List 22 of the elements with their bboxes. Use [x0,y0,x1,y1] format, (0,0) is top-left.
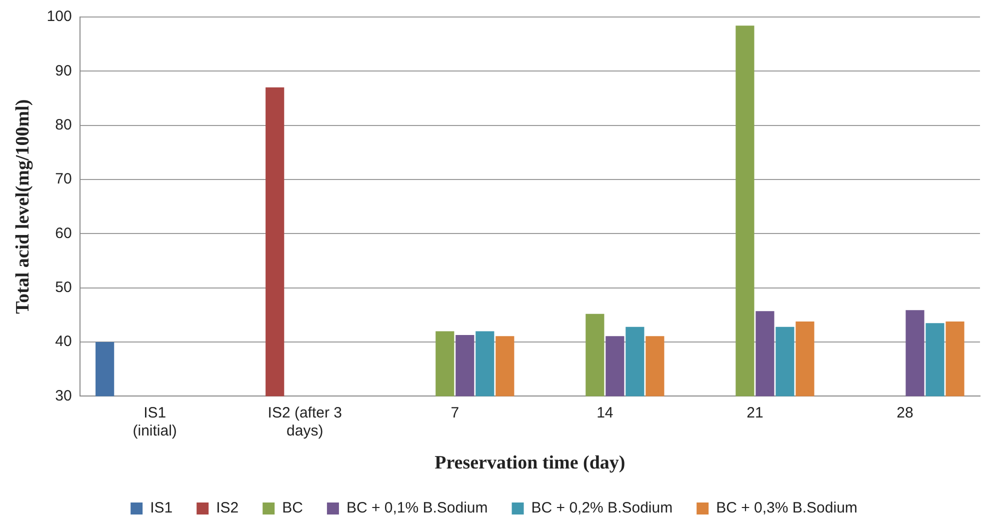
x-axis-title: Preservation time (day) [434,452,626,474]
y-tick-label: 40 [55,333,72,350]
y-tick-label: 100 [46,8,72,26]
legend-label: BC + 0,3% B.Sodium [716,500,858,517]
x-tick-label: IS1 (initial) [132,404,177,440]
legend-label: BC + 0,2% B.Sodium [531,500,673,517]
y-tick-label: 70 [55,170,72,188]
x-tick-label: 14 [596,404,614,422]
y-tick-label: 80 [55,116,72,134]
y-axis-title: Total acid level(mg/100ml) [12,99,34,314]
legend-label: BC + 0,1% B.Sodium [346,500,488,517]
legend-label: IS2 [216,500,239,517]
x-tick-label: 7 [450,404,460,422]
x-tick-label: 21 [746,404,764,422]
x-tick-label: IS2 (after 3 days) [268,404,342,440]
y-tick-label: 90 [55,62,72,80]
legend-label: BC [282,500,304,517]
legend-label: IS1 [150,500,173,517]
y-tick-label: 30 [55,387,72,404]
x-tick-label: 28 [896,404,914,422]
y-tick-label: 50 [55,279,72,296]
y-tick-label: 60 [55,224,72,242]
